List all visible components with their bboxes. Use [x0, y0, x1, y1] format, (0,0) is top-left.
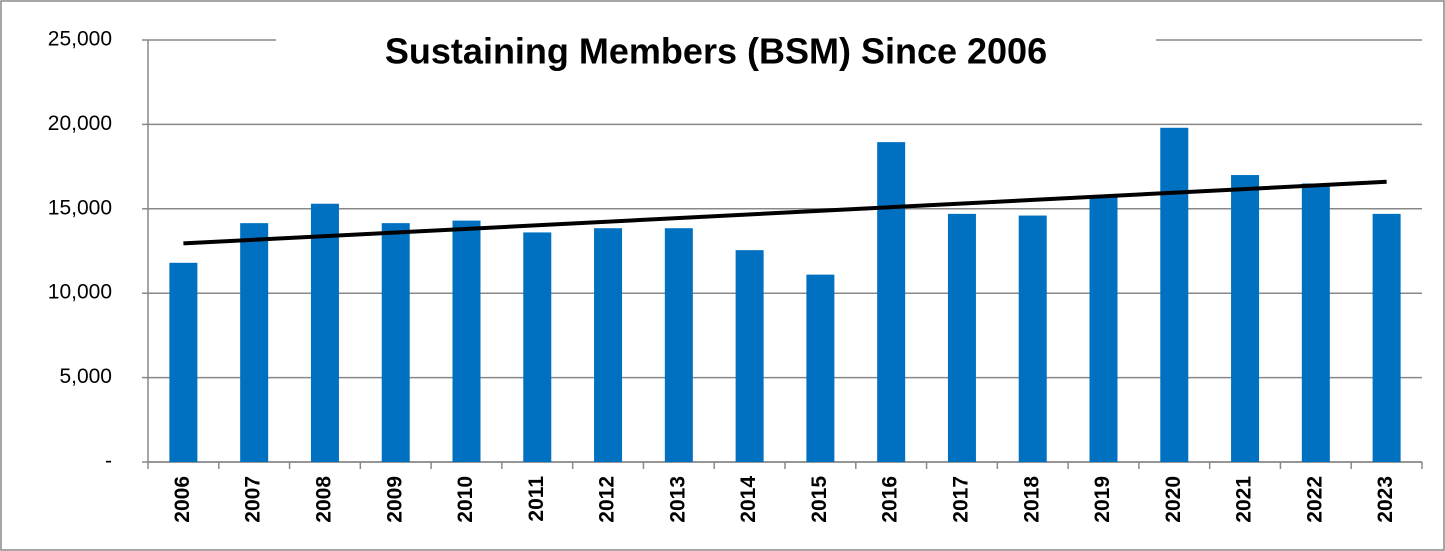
- x-tick-label: 2022: [1303, 476, 1326, 523]
- x-tick-label: 2007: [242, 476, 265, 523]
- bar: [310, 203, 339, 462]
- x-tick-label: 2010: [454, 476, 477, 523]
- title-background: [276, 22, 1156, 84]
- bar: [947, 213, 976, 462]
- y-tick-label: 15,000: [48, 196, 112, 219]
- y-tick-label: 25,000: [48, 28, 112, 51]
- y-tick-label: 5,000: [59, 365, 112, 388]
- bar: [877, 142, 906, 462]
- x-tick-label: 2014: [737, 476, 760, 523]
- bar: [523, 232, 552, 462]
- x-tick-label: 2020: [1162, 476, 1185, 523]
- x-tick-label: 2015: [808, 476, 831, 523]
- x-tick-label: 2021: [1233, 476, 1256, 523]
- x-tick-label: 2013: [666, 476, 689, 523]
- x-tick-label: 2023: [1374, 476, 1397, 523]
- bar: [1089, 195, 1118, 462]
- bar: [1018, 215, 1047, 462]
- x-tick-label: 2011: [525, 476, 548, 522]
- bar: [1372, 213, 1401, 462]
- bar: [452, 220, 481, 462]
- bar: [1301, 183, 1330, 463]
- x-tick-label: 2008: [312, 476, 335, 523]
- bar: [594, 228, 623, 462]
- trendline: [183, 179, 1387, 246]
- bar: [1231, 175, 1260, 463]
- chart-title: Sustaining Members (BSM) Since 2006: [385, 31, 1047, 72]
- x-tick-label: 2018: [1020, 476, 1043, 523]
- x-tick-label: 2009: [383, 476, 406, 523]
- bar: [169, 262, 198, 462]
- bar: [381, 223, 410, 462]
- bar: [806, 274, 835, 462]
- bar: [664, 228, 693, 462]
- y-tick-label: 10,000: [48, 281, 112, 304]
- x-tick-label: 2012: [596, 476, 619, 523]
- x-tick-label: 2017: [949, 476, 972, 523]
- y-tick-label: -: [105, 450, 112, 473]
- bar: [1160, 127, 1189, 462]
- x-tick-label: 2016: [879, 476, 902, 523]
- x-tick-label: 2006: [171, 476, 194, 523]
- x-tick-label: 2019: [1091, 476, 1114, 523]
- y-tick-label: 20,000: [48, 112, 112, 135]
- bar: [735, 250, 764, 462]
- bar: [240, 223, 269, 462]
